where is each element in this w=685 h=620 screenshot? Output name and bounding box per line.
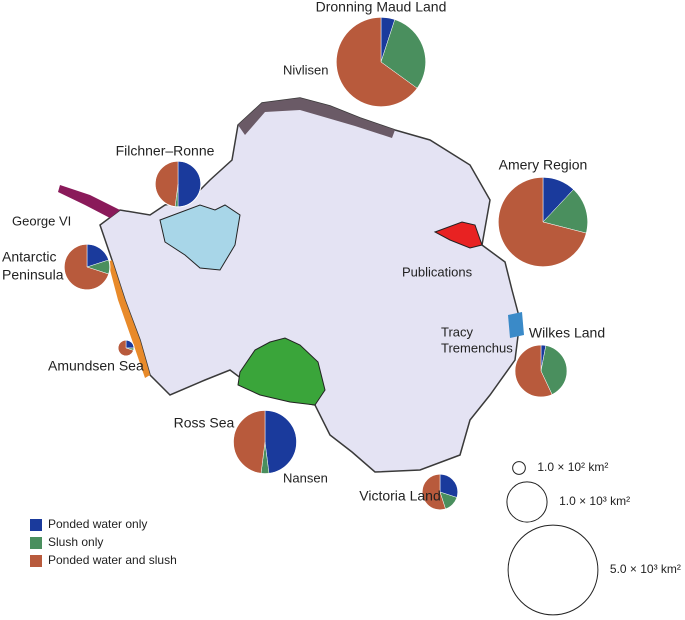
legend-swatch [30, 519, 42, 531]
size-circle [507, 524, 599, 616]
size-label: 5.0 × 10³ km² [610, 562, 681, 576]
place-label: George VI [12, 213, 71, 228]
pie-outline [421, 473, 459, 511]
region-label: Amery Region [499, 157, 588, 173]
legend-label: Ponded water and slush [48, 553, 177, 567]
region-label: Wilkes Land [529, 325, 605, 341]
size-label: 1.0 × 10³ km² [559, 494, 630, 508]
region-label: Dronning Maud Land [316, 0, 447, 15]
filchner-ronne-shelf [159, 204, 241, 271]
pie-outline [514, 344, 568, 398]
place-label: Nansen [283, 470, 328, 485]
george-vi-shelf [58, 185, 120, 218]
pie-wedge [232, 409, 266, 474]
peninsula-coast [108, 260, 150, 378]
pie-wedge [154, 160, 179, 207]
legend-swatch [30, 555, 42, 567]
region-label: Antarctic [2, 249, 56, 265]
place-label: Nivlisen [283, 62, 329, 77]
region-label: Filchner–Ronne [116, 143, 215, 159]
pie-outline [232, 409, 298, 475]
wilkes-shelf [508, 312, 524, 338]
pie-outline [63, 243, 111, 291]
size-circle [512, 461, 526, 475]
amery-shelf [433, 221, 483, 249]
dronning-coast [238, 98, 395, 138]
pie-outline [335, 16, 427, 108]
region-label: Amundsen Sea [48, 358, 144, 374]
legend-swatch [30, 537, 42, 549]
place-label: Publications [402, 264, 473, 279]
place-label: Tracy [441, 324, 474, 339]
pie-wedge [264, 409, 298, 474]
pie-outline [117, 339, 135, 357]
size-label: 1.0 × 10² km² [537, 460, 608, 474]
pie-outline [154, 160, 202, 208]
place-label: Tremenchus [441, 340, 513, 355]
legend-label: Slush only [48, 535, 103, 549]
size-circle [506, 481, 548, 523]
ross-shelf [237, 337, 326, 406]
pie-outline [497, 176, 589, 268]
region-label: Peninsula [2, 267, 64, 283]
legend-label: Ponded water only [48, 517, 147, 531]
region-label: Ross Sea [174, 415, 235, 431]
region-label: Victoria Land [359, 488, 440, 504]
